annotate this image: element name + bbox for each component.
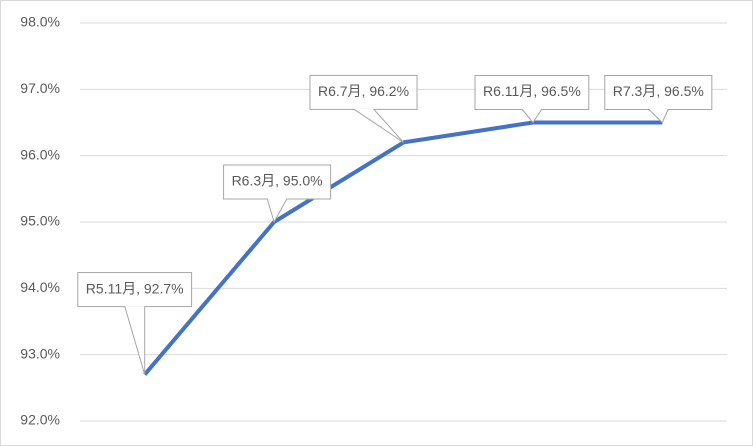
data-label: R6.7月, 96.2%	[318, 83, 409, 99]
callout-box	[604, 75, 713, 110]
data-label: R6.11月, 96.5%	[483, 83, 581, 99]
callout-pointer	[521, 108, 543, 124]
callout-pointer	[266, 198, 288, 224]
data-label: R7.3月, 96.5%	[613, 83, 704, 99]
callout-box	[474, 75, 590, 110]
data-label-callout: R6.3月, 95.0%	[223, 164, 332, 224]
data-label: R6.3月, 95.0%	[232, 173, 323, 189]
data-label: R5.11月, 92.7%	[86, 280, 184, 296]
callout-box	[223, 164, 332, 200]
y-tick-label: 94.0%	[20, 279, 60, 295]
y-tick-label: 95.0%	[20, 213, 60, 229]
callout-box	[77, 272, 193, 308]
callout-pointer	[353, 108, 404, 143]
data-label-callout: R6.11月, 96.5%	[474, 75, 590, 124]
data-label-callout: R5.11月, 92.7%	[77, 272, 193, 375]
callout-pointer	[647, 108, 669, 124]
y-tick-label: 98.0%	[20, 14, 60, 30]
y-tick-label: 93.0%	[20, 345, 60, 361]
data-label-callout: R6.7月, 96.2%	[309, 74, 418, 143]
y-tick-label: 96.0%	[20, 146, 60, 162]
callout-box	[309, 74, 418, 110]
y-tick-label: 92.0%	[20, 412, 60, 428]
data-label-callout: R7.3月, 96.5%	[604, 75, 713, 124]
callout-pointer	[124, 305, 146, 375]
y-tick-label: 97.0%	[20, 80, 60, 96]
